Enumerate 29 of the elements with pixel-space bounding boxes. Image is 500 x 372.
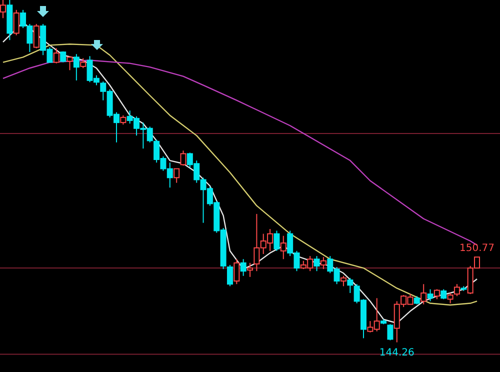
candlestick [447, 292, 454, 304]
candlestick [0, 0, 6, 19]
candlestick [33, 23, 40, 49]
candlestick [340, 275, 346, 287]
candlestick [174, 168, 180, 184]
candlestick [320, 256, 326, 270]
candlestick [120, 114, 126, 126]
candlestick [234, 258, 240, 285]
candlestick [66, 56, 73, 71]
candlestick [13, 9, 20, 36]
candlestick [280, 235, 286, 260]
candlestick [240, 258, 246, 276]
candlestick [73, 54, 80, 81]
candlestick [420, 284, 427, 305]
annotation: 150.77 [460, 243, 494, 254]
candlestick [434, 288, 440, 300]
annotation: 144.26 [379, 347, 414, 358]
candlestick [387, 324, 394, 341]
candlestick [440, 288, 447, 300]
candlestick [80, 58, 86, 69]
candlestick [427, 288, 434, 302]
candlestick [247, 262, 254, 278]
candlestick [226, 264, 233, 287]
candlestick [454, 284, 460, 297]
candlestick [347, 277, 354, 294]
candlestick [314, 256, 320, 272]
candlestick [274, 230, 280, 252]
candlestick [180, 150, 186, 166]
candlestick [53, 48, 60, 64]
